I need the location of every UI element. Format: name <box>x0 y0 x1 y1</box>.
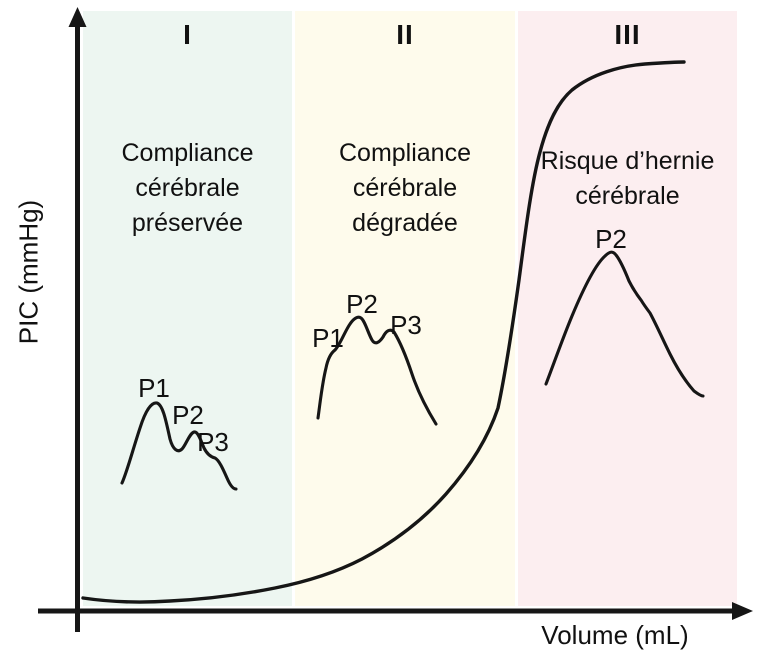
zone-1-background <box>83 11 292 606</box>
zone-2-numeral: II <box>396 19 414 50</box>
zone-1-description-line: préservée <box>131 209 244 237</box>
zone-1-description: Compliance cérébrale préservée <box>83 136 292 241</box>
zone-2-description: Compliance cérébrale dégradée <box>295 136 515 241</box>
zone-1-p1-label: P1 <box>138 373 170 403</box>
zone-3-p2-label: P2 <box>595 224 627 254</box>
zone-2-p3-label: P3 <box>390 310 422 340</box>
zone-2-waveform <box>316 315 438 426</box>
zone-3-description: Risque d’hernie cérébrale <box>518 144 737 214</box>
zone-3-description-line: cérébrale <box>575 182 680 210</box>
zone-1-waveform <box>120 401 238 491</box>
zone-1-p2-label: P2 <box>172 400 204 430</box>
zone-1-description-line: cérébrale <box>135 174 240 202</box>
zone-3-numeral: III <box>614 19 641 50</box>
zone-1-numeral: I <box>183 19 192 50</box>
icp-volume-curve <box>81 60 686 604</box>
zone-3-description-line: Risque d’hernie <box>540 147 715 175</box>
x-axis-arrow <box>732 602 753 620</box>
zone-2-description-line: cérébrale <box>352 174 458 202</box>
zone-2-background <box>295 11 515 606</box>
zone-1-description-line: Compliance <box>121 139 254 167</box>
zone-2-description-line: dégradée <box>352 209 458 237</box>
zone-2-description-line: Compliance <box>338 139 471 167</box>
zone-2-p1-label: P1 <box>312 323 344 353</box>
zone-3-waveform <box>544 250 705 398</box>
zone-1-p3-label: P3 <box>197 427 229 457</box>
y-axis-label: PIC (mmHg) <box>13 199 44 345</box>
x-axis-label: Volume (mL) <box>541 620 689 650</box>
zone-2-p2-label: P2 <box>346 289 378 319</box>
y-axis-arrow <box>68 7 87 27</box>
